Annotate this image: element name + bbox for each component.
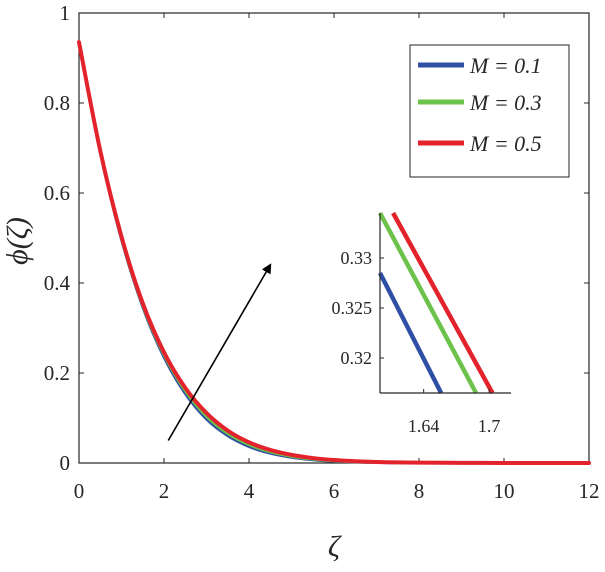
inset-zoom-plot: 1.64 1.7 0.32 0.325 0.33 bbox=[332, 211, 511, 436]
inset-series-group bbox=[377, 211, 495, 395]
inset-x-tick-label: 1.64 bbox=[408, 416, 440, 436]
x-tick-label: 0 bbox=[74, 479, 85, 503]
legend-label: M = 0.5 bbox=[469, 131, 542, 156]
x-axis-label: ζ bbox=[328, 530, 342, 563]
x-tick-label: 8 bbox=[414, 479, 425, 503]
legend-label: M = 0.3 bbox=[469, 90, 542, 115]
y-tick-label: 0.6 bbox=[44, 181, 70, 205]
inset-y-tick-label: 0.33 bbox=[341, 248, 373, 268]
y-axis-label: ϕ(ζ) bbox=[1, 217, 34, 265]
y-tick-label: 0 bbox=[60, 451, 71, 475]
y-tick-label: 0.4 bbox=[44, 271, 71, 295]
inset-axis-ticks: 1.64 1.7 0.32 0.325 0.33 bbox=[332, 248, 501, 436]
inset-y-tick-label: 0.325 bbox=[332, 298, 373, 318]
x-tick-label: 10 bbox=[494, 479, 515, 503]
inset-line-m-0-5 bbox=[391, 211, 495, 395]
x-tick-label: 4 bbox=[244, 479, 255, 503]
inset-line-m-0-1 bbox=[377, 271, 444, 395]
legend-label: M = 0.1 bbox=[469, 53, 542, 78]
inset-line-m-0-3 bbox=[378, 211, 479, 395]
inset-x-tick-label: 1.7 bbox=[478, 416, 501, 436]
x-tick-label: 2 bbox=[159, 479, 170, 503]
inset-background bbox=[380, 213, 511, 393]
inset-y-tick-label: 0.32 bbox=[341, 348, 373, 368]
x-axis-ticks: 0 2 4 6 8 10 12 bbox=[74, 13, 600, 503]
series-line-m-0-5 bbox=[77, 40, 591, 466]
increasing-trend-arrow bbox=[167, 263, 272, 441]
main-series-group bbox=[77, 40, 591, 466]
legend: M = 0.1 M = 0.3 M = 0.5 bbox=[409, 44, 570, 178]
y-tick-label: 0.2 bbox=[44, 361, 70, 385]
x-tick-label: 6 bbox=[329, 479, 340, 503]
x-tick-label: 12 bbox=[579, 479, 600, 503]
y-tick-label: 0.8 bbox=[44, 91, 70, 115]
y-axis-ticks: 0 0.2 0.4 0.6 0.8 1 bbox=[44, 1, 589, 475]
y-tick-label: 1 bbox=[60, 1, 71, 25]
